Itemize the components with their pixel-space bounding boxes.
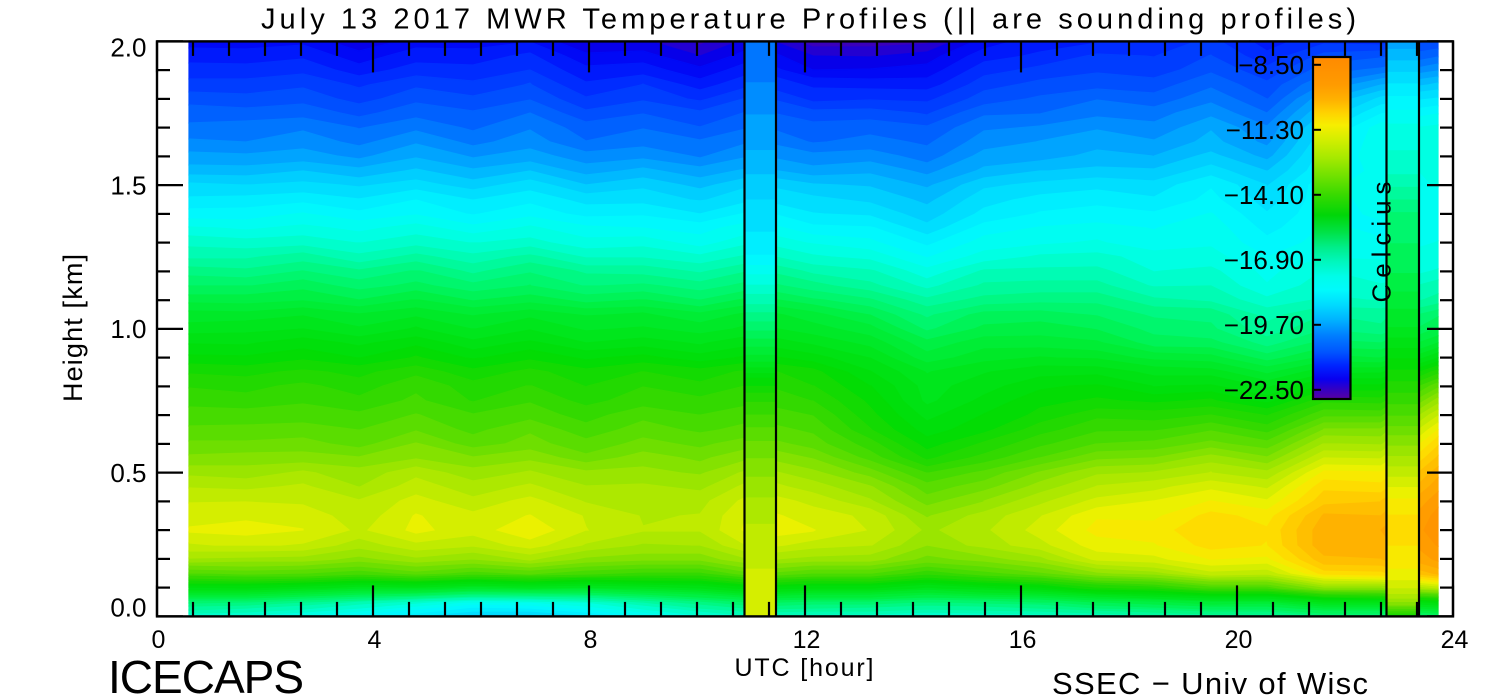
svg-text:16: 16: [1009, 626, 1037, 654]
svg-text:24: 24: [1441, 626, 1469, 654]
svg-text:−11.30: −11.30: [1226, 115, 1304, 145]
svg-text:1.5: 1.5: [110, 170, 146, 200]
svg-text:−19.70: −19.70: [1224, 310, 1304, 340]
svg-text:UTC [hour]: UTC [hour]: [735, 654, 874, 682]
svg-text:−8.50: −8.50: [1238, 50, 1304, 80]
svg-text:Height [km]: Height [km]: [58, 254, 88, 402]
svg-text:July 13 2017 MWR Temperature P: July 13 2017 MWR Temperature Profiles (|…: [261, 4, 1356, 36]
svg-text:−16.90: −16.90: [1224, 245, 1304, 275]
svg-text:0.0: 0.0: [110, 593, 146, 623]
svg-text:1.0: 1.0: [110, 314, 146, 344]
svg-text:−22.50: −22.50: [1224, 375, 1304, 405]
svg-text:8: 8: [584, 626, 598, 654]
svg-text:12: 12: [793, 626, 821, 654]
svg-text:−14.10: −14.10: [1224, 180, 1304, 210]
svg-text:20: 20: [1225, 626, 1253, 654]
svg-text:0: 0: [152, 626, 166, 654]
svg-text:ICECAPS: ICECAPS: [108, 651, 304, 700]
svg-text:SSEC − Univ of Wisc: SSEC − Univ of Wisc: [1052, 666, 1368, 700]
svg-text:2.0: 2.0: [110, 33, 146, 63]
svg-text:4: 4: [368, 626, 382, 654]
svg-text:0.5: 0.5: [110, 458, 146, 488]
